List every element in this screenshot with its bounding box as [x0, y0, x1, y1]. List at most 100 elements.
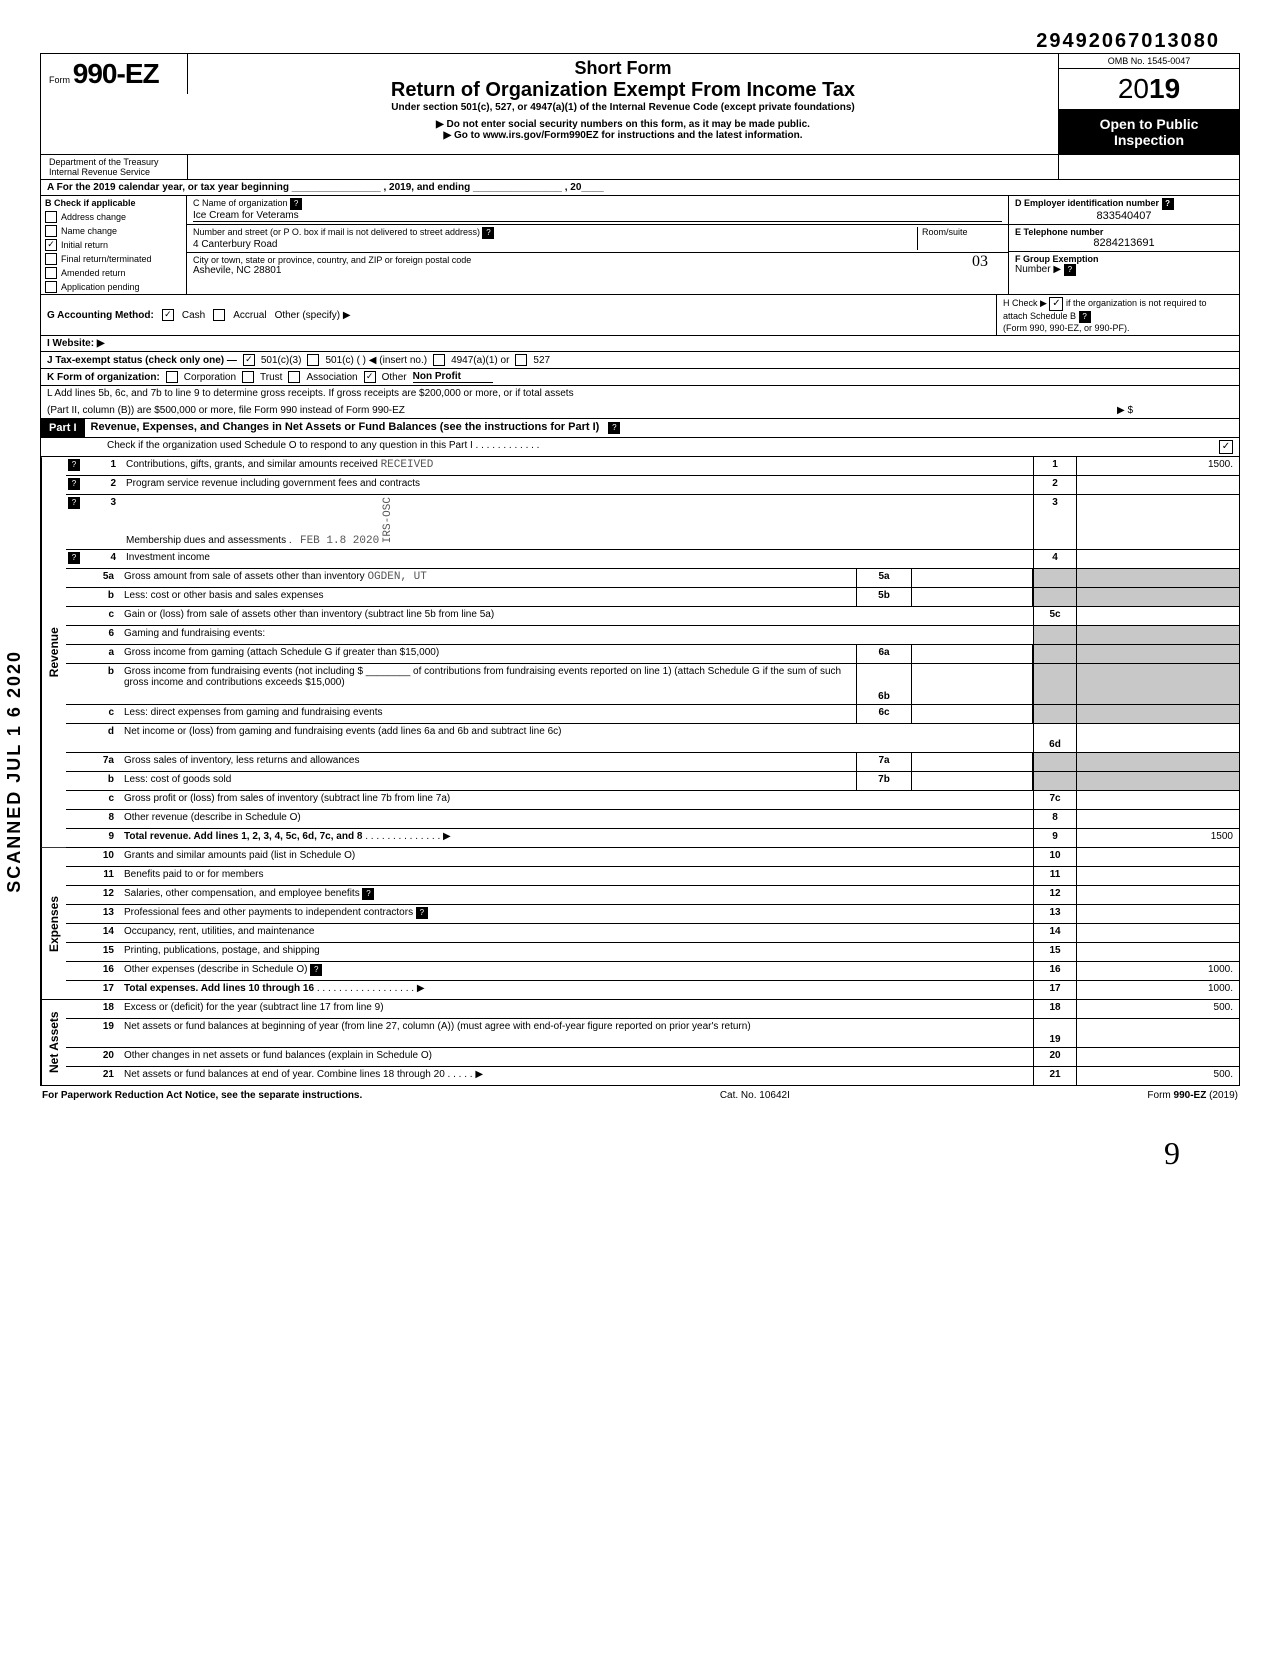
part1-label: Part I — [41, 419, 85, 437]
lbl-501c: 501(c) ( ) ◀ (insert no.) — [325, 355, 427, 366]
lbl-amended: Amended return — [61, 268, 126, 278]
line-21-col: 21 — [1033, 1067, 1076, 1085]
stamp-received: RECEIVED — [381, 459, 434, 471]
lbl-pending: Application pending — [61, 282, 140, 292]
line-5b-sub: 5b — [856, 588, 912, 606]
line-9-num: 9 — [80, 829, 120, 847]
line-18-col: 18 — [1033, 1000, 1076, 1018]
line-6a-num: a — [80, 645, 120, 663]
line-16-num: 16 — [80, 962, 120, 980]
line-9-val: 1500 — [1076, 829, 1239, 847]
dln: 29492067013080 — [40, 30, 1240, 53]
line-5b-desc: Less: cost or other basis and sales expe… — [120, 588, 856, 606]
help-icon[interactable]: ? — [68, 459, 80, 471]
help-icon[interactable]: ? — [482, 227, 494, 239]
chk-assoc[interactable] — [288, 371, 300, 383]
line-2-col: 2 — [1033, 476, 1076, 494]
line-5c-col: 5c — [1033, 607, 1076, 625]
open-public-2: Inspection — [1061, 132, 1237, 148]
grp-label: F Group Exemption — [1015, 254, 1233, 264]
line-6c-desc: Less: direct expenses from gaming and fu… — [120, 705, 856, 723]
help-icon[interactable]: ? — [68, 552, 80, 564]
line-8-val — [1076, 810, 1239, 828]
line-6c-num: c — [80, 705, 120, 723]
chk-501c[interactable] — [307, 354, 319, 366]
line-14-num: 14 — [80, 924, 120, 942]
line-14-col: 14 — [1033, 924, 1076, 942]
line-19-val — [1076, 1019, 1239, 1047]
line-4-val — [1076, 550, 1239, 568]
line-7c-col: 7c — [1033, 791, 1076, 809]
line-3-num: 3 — [82, 495, 122, 549]
chk-address-change[interactable] — [45, 211, 57, 223]
lbl-corp: Corporation — [184, 372, 236, 383]
line-21-num: 21 — [80, 1067, 120, 1085]
line-6b-desc: Gross income from fundraising events (no… — [120, 664, 856, 704]
ein-label: D Employer identification number — [1015, 198, 1159, 208]
help-icon[interactable]: ? — [68, 478, 80, 490]
help-icon[interactable]: ? — [1079, 311, 1091, 323]
line-6d-num: d — [80, 724, 120, 752]
chk-trust[interactable] — [242, 371, 254, 383]
line-6b-sub: 6b — [856, 664, 912, 704]
help-icon[interactable]: ? — [1064, 264, 1076, 276]
help-icon[interactable]: ? — [290, 198, 302, 210]
line-11-val — [1076, 867, 1239, 885]
line-g-label: G Accounting Method: — [47, 310, 154, 321]
lbl-trust: Trust — [260, 372, 282, 383]
line-11-desc: Benefits paid to or for members — [120, 867, 1033, 885]
line-6d-col: 6d — [1033, 724, 1076, 752]
line-6-desc: Gaming and fundraising events: — [120, 626, 1033, 644]
line-5a-sub: 5a — [856, 569, 912, 587]
line-20-col: 20 — [1033, 1048, 1076, 1066]
line-l-1: L Add lines 5b, 6c, and 7b to line 9 to … — [47, 388, 574, 399]
chk-schedule-o[interactable] — [1219, 440, 1233, 454]
title-main: Return of Organization Exempt From Incom… — [196, 79, 1050, 102]
line-7c-desc: Gross profit or (loss) from sales of inv… — [120, 791, 1033, 809]
chk-4947[interactable] — [433, 354, 445, 366]
chk-pending[interactable] — [45, 281, 57, 293]
line-16-col: 16 — [1033, 962, 1076, 980]
line-5a-num: 5a — [80, 569, 120, 587]
lbl-address-change: Address change — [61, 212, 126, 222]
line-7a-num: 7a — [80, 753, 120, 771]
help-icon[interactable]: ? — [608, 422, 620, 434]
line-6-num: 6 — [80, 626, 120, 644]
chk-accrual[interactable] — [213, 309, 225, 321]
help-icon[interactable]: ? — [310, 964, 322, 976]
org-name: Ice Cream for Veterams — [193, 210, 1002, 222]
help-icon[interactable]: ? — [68, 497, 80, 509]
line-a: A For the 2019 calendar year, or tax yea… — [40, 180, 1240, 196]
handwritten-initial: 03 — [972, 253, 988, 271]
chk-other-org[interactable] — [364, 371, 376, 383]
chk-cash[interactable] — [162, 309, 174, 321]
scanned-stamp: SCANNED JUL 1 6 2020 — [4, 650, 25, 893]
line-6b-num: b — [80, 664, 120, 704]
line-16-val: 1000. — [1076, 962, 1239, 980]
chk-initial-return[interactable] — [45, 239, 57, 251]
instr-1: ▶ Do not enter social security numbers o… — [196, 119, 1050, 130]
line-20-val — [1076, 1048, 1239, 1066]
chk-corp[interactable] — [166, 371, 178, 383]
chk-amended[interactable] — [45, 267, 57, 279]
line-13-num: 13 — [80, 905, 120, 923]
ein-value: 833540407 — [1015, 210, 1233, 222]
help-icon[interactable]: ? — [1162, 198, 1174, 210]
line-16-desc: Other expenses (describe in Schedule O) — [124, 964, 307, 975]
lbl-initial-return: Initial return — [61, 240, 108, 250]
chk-527[interactable] — [515, 354, 527, 366]
form-label: Form — [49, 75, 70, 85]
lbl-527: 527 — [533, 355, 550, 366]
chk-schedule-b[interactable] — [1049, 297, 1063, 311]
help-icon[interactable]: ? — [416, 907, 428, 919]
line-18-num: 18 — [80, 1000, 120, 1018]
line-12-val — [1076, 886, 1239, 904]
line-15-num: 15 — [80, 943, 120, 961]
chk-501c3[interactable] — [243, 354, 255, 366]
chk-final-return[interactable] — [45, 253, 57, 265]
lbl-name-change: Name change — [61, 226, 117, 236]
chk-name-change[interactable] — [45, 225, 57, 237]
help-icon[interactable]: ? — [362, 888, 374, 900]
stamp-date: FEB 1.8 2020 — [300, 535, 379, 547]
line-11-col: 11 — [1033, 867, 1076, 885]
